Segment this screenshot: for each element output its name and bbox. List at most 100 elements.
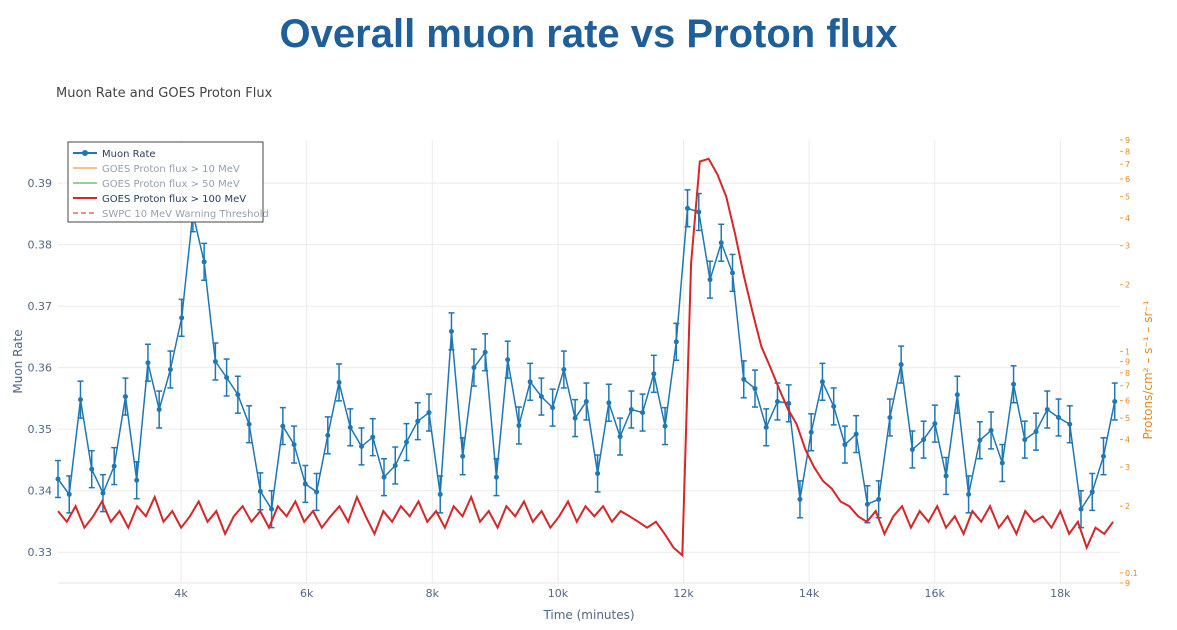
- marker: [1112, 398, 1118, 404]
- marker: [235, 392, 241, 398]
- marker: [538, 394, 544, 400]
- x-tick-label: 8k: [426, 587, 440, 600]
- chart-title: Muon Rate and GOES Proton Flux: [56, 86, 273, 101]
- marker: [179, 315, 185, 321]
- marker: [66, 491, 72, 497]
- marker: [505, 357, 511, 363]
- marker: [257, 488, 263, 494]
- marker: [774, 398, 780, 404]
- y2-tick-label: 9: [1125, 579, 1130, 588]
- marker: [808, 429, 814, 435]
- marker: [909, 446, 915, 452]
- marker: [415, 418, 421, 424]
- marker: [403, 439, 409, 445]
- marker: [460, 453, 466, 459]
- y2-tick-label: 9: [1125, 358, 1130, 367]
- x-tick-label: 6k: [300, 587, 314, 600]
- marker: [1089, 489, 1095, 495]
- y2-tick-label: 9: [1125, 136, 1130, 145]
- legend-box: [67, 141, 264, 223]
- marker: [381, 474, 387, 480]
- marker: [280, 423, 286, 429]
- marker: [1056, 414, 1062, 420]
- series: [57, 157, 1114, 558]
- series: [55, 189, 1118, 529]
- marker: [819, 379, 825, 385]
- marker: [516, 422, 522, 428]
- marker: [707, 277, 713, 283]
- marker: [100, 490, 106, 496]
- marker: [550, 405, 556, 411]
- marker: [201, 259, 207, 265]
- legend-label: SWPC 10 MeV Warning Threshold: [102, 209, 269, 220]
- marker: [1067, 421, 1073, 427]
- marker: [392, 462, 398, 468]
- marker: [89, 466, 95, 472]
- y2-tick-label: 3: [1125, 242, 1130, 251]
- y2-tick-label: 4: [1125, 214, 1130, 223]
- marker: [966, 491, 972, 497]
- marker: [212, 359, 218, 364]
- marker: [752, 386, 758, 392]
- x-tick-label: 10k: [548, 587, 569, 600]
- legend-label: GOES Proton flux > 100 MeV: [102, 194, 246, 205]
- y-tick-label: 0.36: [28, 362, 53, 375]
- y-tick-label: 0.39: [28, 177, 53, 190]
- marker: [831, 403, 837, 409]
- x-tick-label: 16k: [925, 587, 946, 600]
- marker: [999, 460, 1005, 466]
- y-tick-label: 0.35: [28, 423, 53, 436]
- page-title: Overall muon rate vs Proton flux: [279, 12, 898, 56]
- marker: [347, 424, 353, 430]
- y2-tick-label: 1: [1125, 347, 1130, 356]
- marker: [269, 506, 275, 512]
- y2-tick-label: 8: [1125, 369, 1130, 378]
- marker: [898, 362, 904, 368]
- y2-tick-label: 7: [1125, 160, 1130, 169]
- marker: [583, 398, 589, 404]
- marker: [662, 423, 668, 429]
- y2-tick-label: 2: [1125, 502, 1130, 511]
- y2-axis-label: Protons/cm² – s⁻¹ – sr⁻¹: [1141, 300, 1155, 439]
- x-tick-label: 12k: [673, 587, 694, 600]
- marker: [359, 443, 365, 449]
- marker: [482, 349, 488, 355]
- marker: [448, 328, 454, 334]
- marker: [763, 424, 769, 430]
- marker: [134, 477, 140, 483]
- marker: [561, 366, 567, 372]
- y2-tick-label: 7: [1125, 382, 1130, 391]
- marker: [572, 415, 578, 421]
- marker: [336, 379, 342, 385]
- marker: [167, 366, 173, 372]
- x-tick-label: 18k: [1050, 587, 1071, 600]
- legend-label: GOES Proton flux > 50 MeV: [102, 179, 240, 190]
- marker: [145, 360, 151, 366]
- y2-tick-label: 5: [1125, 414, 1130, 423]
- marker: [977, 437, 983, 443]
- marker: [696, 209, 702, 215]
- marker: [224, 374, 230, 380]
- marker: [988, 427, 994, 433]
- y2-tick-label: 8: [1125, 147, 1130, 156]
- x-tick-label: 14k: [799, 587, 820, 600]
- marker: [730, 270, 736, 276]
- marker: [156, 406, 162, 412]
- marker: [77, 397, 83, 403]
- marker: [864, 501, 870, 507]
- marker: [921, 437, 927, 443]
- y2-tick-label: 6: [1125, 397, 1130, 406]
- x-axis-label: Time (minutes): [542, 608, 634, 622]
- legend-label: Muon Rate: [102, 149, 156, 160]
- series-line: [57, 157, 1114, 558]
- marker: [595, 470, 601, 476]
- marker: [370, 434, 376, 440]
- marker: [471, 365, 477, 371]
- y-tick-label: 0.38: [28, 239, 53, 252]
- legend: Muon Rate GOES Proton flux > 10 MeV GOES P…: [67, 141, 269, 223]
- marker: [55, 476, 61, 482]
- marker: [437, 491, 443, 497]
- marker: [606, 400, 612, 406]
